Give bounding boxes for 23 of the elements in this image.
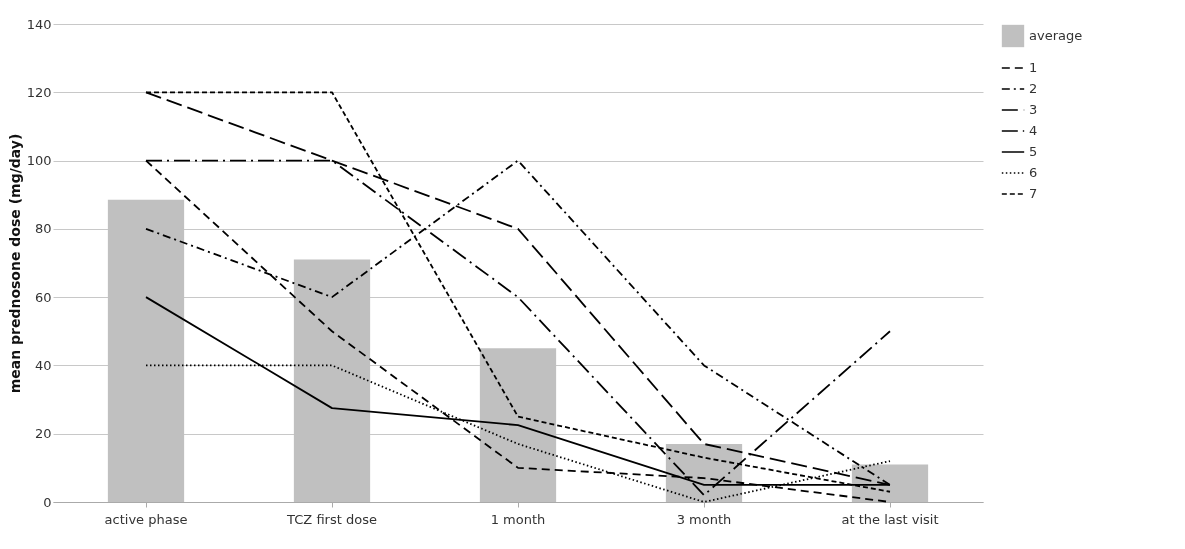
- x-tick-label: 1 month: [490, 511, 546, 527]
- y-axis-title: mean prednosone dose (mg/day): [6, 133, 23, 394]
- legend-label: 2: [1029, 81, 1038, 96]
- y-tick-label: 120: [26, 84, 52, 100]
- x-tick-label: 3 month: [676, 511, 732, 527]
- y-tick-label: 20: [34, 426, 52, 442]
- legend-label: 3: [1029, 102, 1038, 117]
- legend-label: 7: [1029, 186, 1038, 201]
- legend-label: 5: [1029, 144, 1038, 159]
- y-tick-label: 60: [34, 289, 52, 305]
- bar: [851, 464, 929, 502]
- legend-label: 1: [1029, 60, 1038, 75]
- legend-label: 4: [1029, 123, 1038, 138]
- y-tick-label: 40: [34, 357, 52, 373]
- y-tick-label: 140: [26, 16, 52, 32]
- legend-label: 6: [1029, 165, 1038, 180]
- x-tick-label: TCZ first dose: [286, 511, 377, 527]
- y-tick-label: 100: [26, 153, 52, 169]
- y-tick-label: 0: [43, 494, 52, 510]
- x-tick-label: at the last visit: [841, 511, 939, 527]
- y-tick-label: 80: [34, 221, 52, 237]
- x-tick-label: active phase: [104, 511, 188, 527]
- legend-label: average: [1029, 28, 1083, 43]
